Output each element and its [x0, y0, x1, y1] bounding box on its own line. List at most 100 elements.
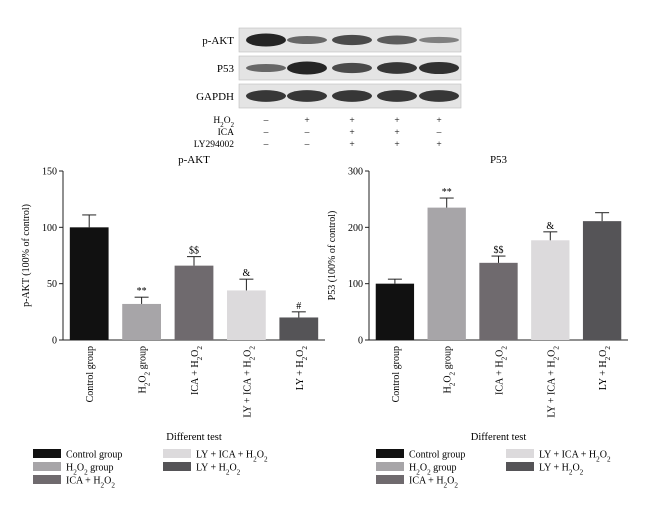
treatment-sign: + — [394, 128, 399, 138]
bar-h2o2-group — [122, 303, 161, 340]
treatment-sign: + — [394, 116, 399, 126]
significance-mark: $$ — [494, 245, 504, 256]
legend-label-h2o2-group: H2O2 group — [66, 463, 114, 477]
blot-band — [419, 36, 459, 44]
significance-mark: # — [296, 301, 301, 312]
significance-mark: $$ — [189, 246, 199, 257]
western-blot-panel: p-AKT P53 GAPDH H2O2 – + + + + ICA – – + + – LY294002 – –… — [194, 27, 462, 150]
x-axis-label: Different test — [166, 432, 222, 443]
blot-band — [287, 61, 327, 75]
legend-label-h2o2-group: H2O2 group — [409, 463, 457, 477]
x-tick-label: H2O2 group — [443, 346, 457, 394]
treatment-sign: + — [349, 116, 354, 126]
blot-label-p-akt: p-AKT — [202, 35, 234, 47]
treatment-sign: – — [263, 140, 269, 150]
blot-band — [332, 90, 372, 102]
blot-label-p53: P53 — [217, 63, 235, 75]
treatment-sign: – — [263, 116, 269, 126]
y-tick-label: 300 — [348, 167, 363, 178]
legend-swatch-ly-h2o2 — [506, 462, 534, 471]
blot-band — [246, 33, 286, 47]
legend-label-ica-h2o2: ICA + H2O2 — [409, 476, 458, 490]
legend-swatch-h2o2-group — [376, 462, 404, 471]
legend-label-ly-h2o2: LY + H2O2 — [539, 463, 584, 477]
x-tick-label: LY + ICA + H2O2 — [546, 346, 560, 418]
y-axis-label: P53 (100% of control) — [327, 211, 338, 301]
x-tick-label: ICA + H2O2 — [495, 346, 509, 395]
blot-band — [419, 90, 459, 102]
y-tick-label: 50 — [47, 279, 57, 290]
legend-swatch-control-group — [33, 449, 61, 458]
treatment-sign: + — [304, 116, 309, 126]
treatment-sign: + — [436, 116, 441, 126]
x-tick-label: Control group — [391, 346, 402, 402]
blot-band — [332, 34, 372, 46]
treatment-sign: – — [263, 128, 269, 138]
blot-band — [419, 61, 459, 75]
treatment-sign: – — [436, 128, 442, 138]
legend-label-control-group: Control group — [409, 450, 465, 461]
legend-label-control-group: Control group — [66, 450, 122, 461]
treatment-label-ica: ICA — [218, 128, 235, 138]
treatment-sign: + — [349, 128, 354, 138]
y-tick-label: 100 — [348, 279, 363, 290]
legend-swatch-ly-ica-h2o2 — [506, 449, 534, 458]
legend-swatch-ly-ica-h2o2 — [163, 449, 191, 458]
significance-mark: & — [546, 221, 554, 232]
blot-band — [377, 35, 417, 45]
treatment-sign: – — [304, 128, 310, 138]
chart-title: P53 — [490, 154, 508, 166]
bar-ica-h2o2 — [479, 262, 518, 340]
bar-ly-ica-h2o2 — [227, 290, 266, 340]
x-tick-label: Control group — [85, 346, 96, 402]
legend-label-ly-h2o2: LY + H2O2 — [196, 463, 241, 477]
blot-band — [287, 35, 327, 45]
x-tick-label: LY + H2O2 — [598, 346, 612, 391]
y-tick-label: 100 — [42, 223, 57, 234]
treatment-sign: + — [436, 140, 441, 150]
bar-ly-h2o2 — [582, 221, 622, 340]
legend-swatch-ly-h2o2 — [163, 462, 191, 471]
y-tick-label: 0 — [358, 336, 363, 347]
p-akt-bar-chart: p-AKT 0 50 100 150 p-AKT (100% of control) Con… — [21, 154, 325, 443]
treatment-label-ly294002: LY294002 — [194, 140, 234, 150]
blot-band — [377, 90, 417, 102]
blot-band — [332, 62, 372, 74]
bar-h2o2-group — [427, 207, 466, 340]
bar-control-group — [375, 283, 415, 340]
x-tick-label: LY + H2O2 — [295, 346, 309, 391]
significance-mark: & — [243, 268, 251, 279]
blot-band — [287, 90, 327, 102]
x-tick-label: ICA + H2O2 — [190, 346, 204, 395]
blot-label-gapdh: GAPDH — [196, 91, 234, 103]
bar-ly-ica-h2o2 — [531, 240, 570, 340]
y-tick-label: 150 — [42, 167, 57, 178]
legend-label-ica-h2o2: ICA + H2O2 — [66, 476, 115, 490]
legend-label-ly-ica-h2o2: LY + ICA + H2O2 — [539, 450, 611, 464]
p53-bar-chart: P53 0 100 200 300 P53 (100% of control) Contro… — [327, 154, 628, 443]
y-axis-label: p-AKT (100% of control) — [21, 204, 32, 307]
y-tick-label: 200 — [348, 223, 363, 234]
significance-mark: ** — [442, 187, 452, 198]
legend-swatch-ica-h2o2 — [33, 475, 61, 484]
x-tick-label: H2O2 group — [138, 346, 152, 394]
legend-label-ly-ica-h2o2: LY + ICA + H2O2 — [196, 450, 268, 464]
y-tick-label: 0 — [52, 336, 57, 347]
treatment-sign: – — [304, 140, 310, 150]
chart-title: p-AKT — [178, 154, 210, 166]
treatment-label-h2o2: H2O2 — [213, 116, 234, 129]
blot-band — [246, 63, 286, 73]
bar-ly-h2o2 — [279, 317, 319, 340]
x-axis-label: Different test — [471, 432, 527, 443]
legend-swatch-h2o2-group — [33, 462, 61, 471]
bar-control-group — [69, 227, 109, 340]
treatment-sign: + — [349, 140, 354, 150]
significance-mark: ** — [137, 286, 147, 297]
x-tick-label: LY + ICA + H2O2 — [242, 346, 256, 418]
legend-swatch-control-group — [376, 449, 404, 458]
legend-swatch-ica-h2o2 — [376, 475, 404, 484]
blot-band — [377, 62, 417, 74]
